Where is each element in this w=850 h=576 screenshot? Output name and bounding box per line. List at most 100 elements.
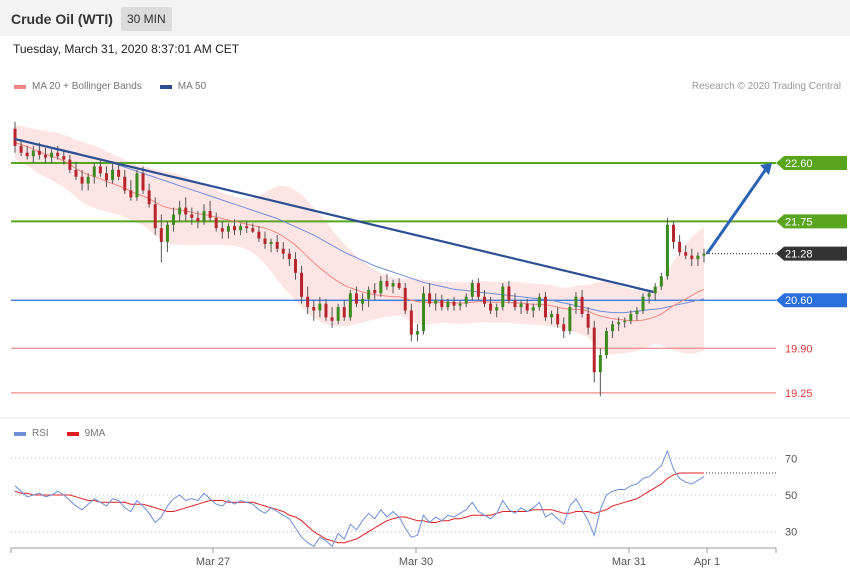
candle [482,289,486,308]
candle-body [62,156,66,160]
candle-body [172,214,176,225]
resistance-trendline [14,137,654,294]
candle-body [147,190,151,205]
x-tick-label: Mar 31 [612,556,646,568]
candle [665,217,669,280]
candle-body [312,307,316,311]
candle-body [281,248,285,254]
candle-body [385,281,389,287]
candle [684,245,688,260]
candle-body [233,226,237,231]
candle-body [287,253,291,260]
candle-body [361,298,365,304]
candle [68,154,72,174]
candle-body [464,296,468,304]
candle-body [37,150,41,155]
candle-body [543,296,547,318]
level-19.25: 19.25 [11,388,813,400]
level-tag [776,246,847,261]
candle-body [684,252,688,256]
candle [135,169,139,201]
rsi-tick-label: 70 [785,453,797,465]
candle [92,163,96,184]
candle [159,214,163,263]
candle-body [196,217,200,222]
ma50-legend-label: MA 50 [177,81,207,92]
candle-body [653,286,657,294]
candle-body [159,228,163,242]
candle [147,183,151,208]
candle-body [263,238,267,244]
candle [428,283,432,308]
candle-body [574,296,578,308]
candle [519,300,523,314]
candle-body [434,300,438,304]
candle [537,293,541,311]
candle [391,279,395,294]
candle [623,317,627,328]
candle-body [476,283,480,297]
rsi-ma9-line [14,472,704,544]
candle-body [501,286,505,308]
candle-body [80,176,84,184]
candle [184,197,188,222]
candle [464,293,468,308]
candle-body [165,224,169,242]
candle [476,278,480,301]
candle-body [50,152,54,158]
candle [501,283,505,311]
candle [361,293,365,311]
candle [611,320,615,338]
ma9-legend-label: 9MA [84,428,106,439]
candle-body [629,313,633,321]
candle-body [226,226,230,232]
candle [275,235,279,253]
timeframe-badge[interactable]: 30 MIN [121,7,172,31]
rsi-line [14,449,705,548]
candle-body [324,303,328,318]
candle [25,145,29,160]
rsi-legend: RSI 9MA [14,428,105,439]
candle-body [367,289,371,299]
candle-body [428,293,432,304]
candle [617,317,621,332]
candle-body [330,317,334,321]
candle [495,303,499,318]
candle [129,180,133,201]
candle [458,300,462,311]
level-tag [776,293,847,308]
candle [678,235,682,256]
candle [196,211,200,229]
candle-body [495,307,499,311]
candle [598,348,602,397]
candle [324,298,328,321]
candle-body [74,169,78,177]
level-label: 19.25 [785,388,813,400]
ma50-legend-swatch [159,84,172,89]
candle [153,197,157,236]
candle [440,294,444,311]
candle-body [562,324,566,332]
candle-body [342,307,346,318]
candle-body [245,226,249,229]
ma20-legend-label: MA 20 + Bollinger Bands [32,81,142,92]
price-legend: MA 20 + Bollinger Bands MA 50 [14,81,206,92]
candle-body [129,190,133,198]
candle-body [592,327,596,373]
candle-body [135,173,139,198]
candle [165,221,169,253]
candle-body [354,293,358,304]
candle [409,303,413,342]
candle [556,307,560,328]
candle-body [178,207,182,215]
credit-text: Research © 2020 Trading Central [691,81,841,92]
candle [178,200,182,222]
candle [300,265,304,304]
candle [98,159,102,177]
candles [13,121,706,397]
candle-body [452,301,456,306]
candle [452,296,456,311]
candle-body [415,331,419,335]
candle [257,226,261,242]
